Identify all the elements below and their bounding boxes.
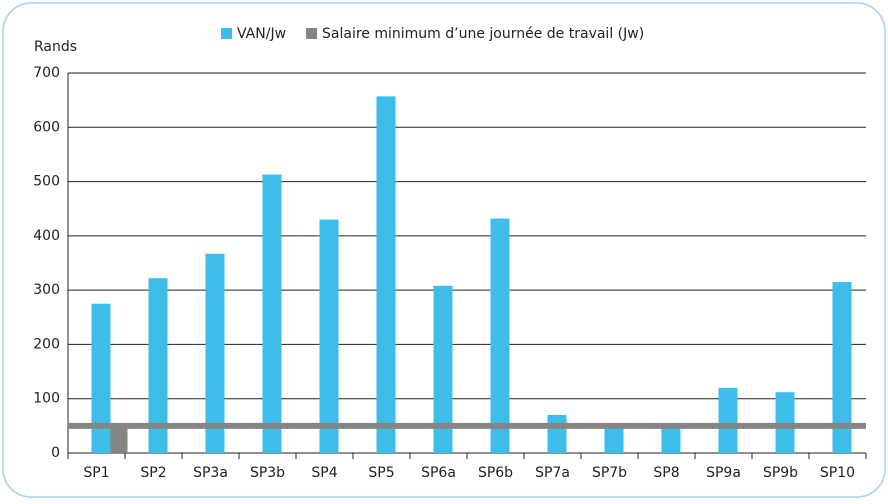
bar: [433, 285, 453, 453]
x-tick-label: SP1: [83, 465, 109, 481]
bar: [661, 425, 681, 453]
x-tick-label: SP8: [653, 465, 679, 481]
x-tick-label: SP3b: [250, 465, 285, 481]
x-tick-label: SP5: [368, 465, 394, 481]
x-tick-label: SP7b: [592, 465, 627, 481]
bar: [718, 387, 738, 453]
bar: [832, 282, 852, 453]
bar: [148, 278, 168, 453]
bar: [91, 303, 111, 453]
legend-label: Salaire minimum d’une journée de travail…: [322, 26, 644, 42]
y-tick-label: 200: [33, 336, 60, 352]
legend-label: VAN/Jw: [237, 26, 286, 42]
x-tick-label: SP6a: [421, 465, 456, 481]
y-tick-label: 600: [33, 119, 60, 135]
bar: [205, 253, 225, 453]
bar: [262, 174, 282, 453]
y-tick-label: 500: [33, 174, 60, 190]
y-tick-label: 300: [33, 282, 60, 298]
bar: [319, 219, 339, 453]
y-tick-label: 400: [33, 228, 60, 244]
x-tick-label: SP7a: [535, 465, 570, 481]
x-tick-label: SP3a: [193, 465, 228, 481]
x-tick-label: SP9a: [706, 465, 741, 481]
bar: [775, 392, 795, 453]
x-tick-label: SP9b: [763, 465, 798, 481]
bar: [547, 415, 567, 453]
y-tick-label: 100: [33, 391, 60, 407]
legend-swatch: [221, 28, 232, 39]
bar: [490, 218, 510, 453]
x-tick-label: SP2: [140, 465, 166, 481]
bar: [376, 96, 396, 453]
x-tick-label: SP4: [311, 465, 337, 481]
bar: [604, 425, 624, 453]
y-axis-label: Rands: [34, 39, 77, 55]
x-tick-label: SP6b: [478, 465, 513, 481]
bar: [110, 425, 128, 453]
y-tick-label: 0: [51, 445, 60, 461]
y-tick-label: 700: [33, 65, 60, 81]
legend-swatch: [306, 28, 318, 39]
x-tick-label: SP10: [820, 465, 855, 481]
